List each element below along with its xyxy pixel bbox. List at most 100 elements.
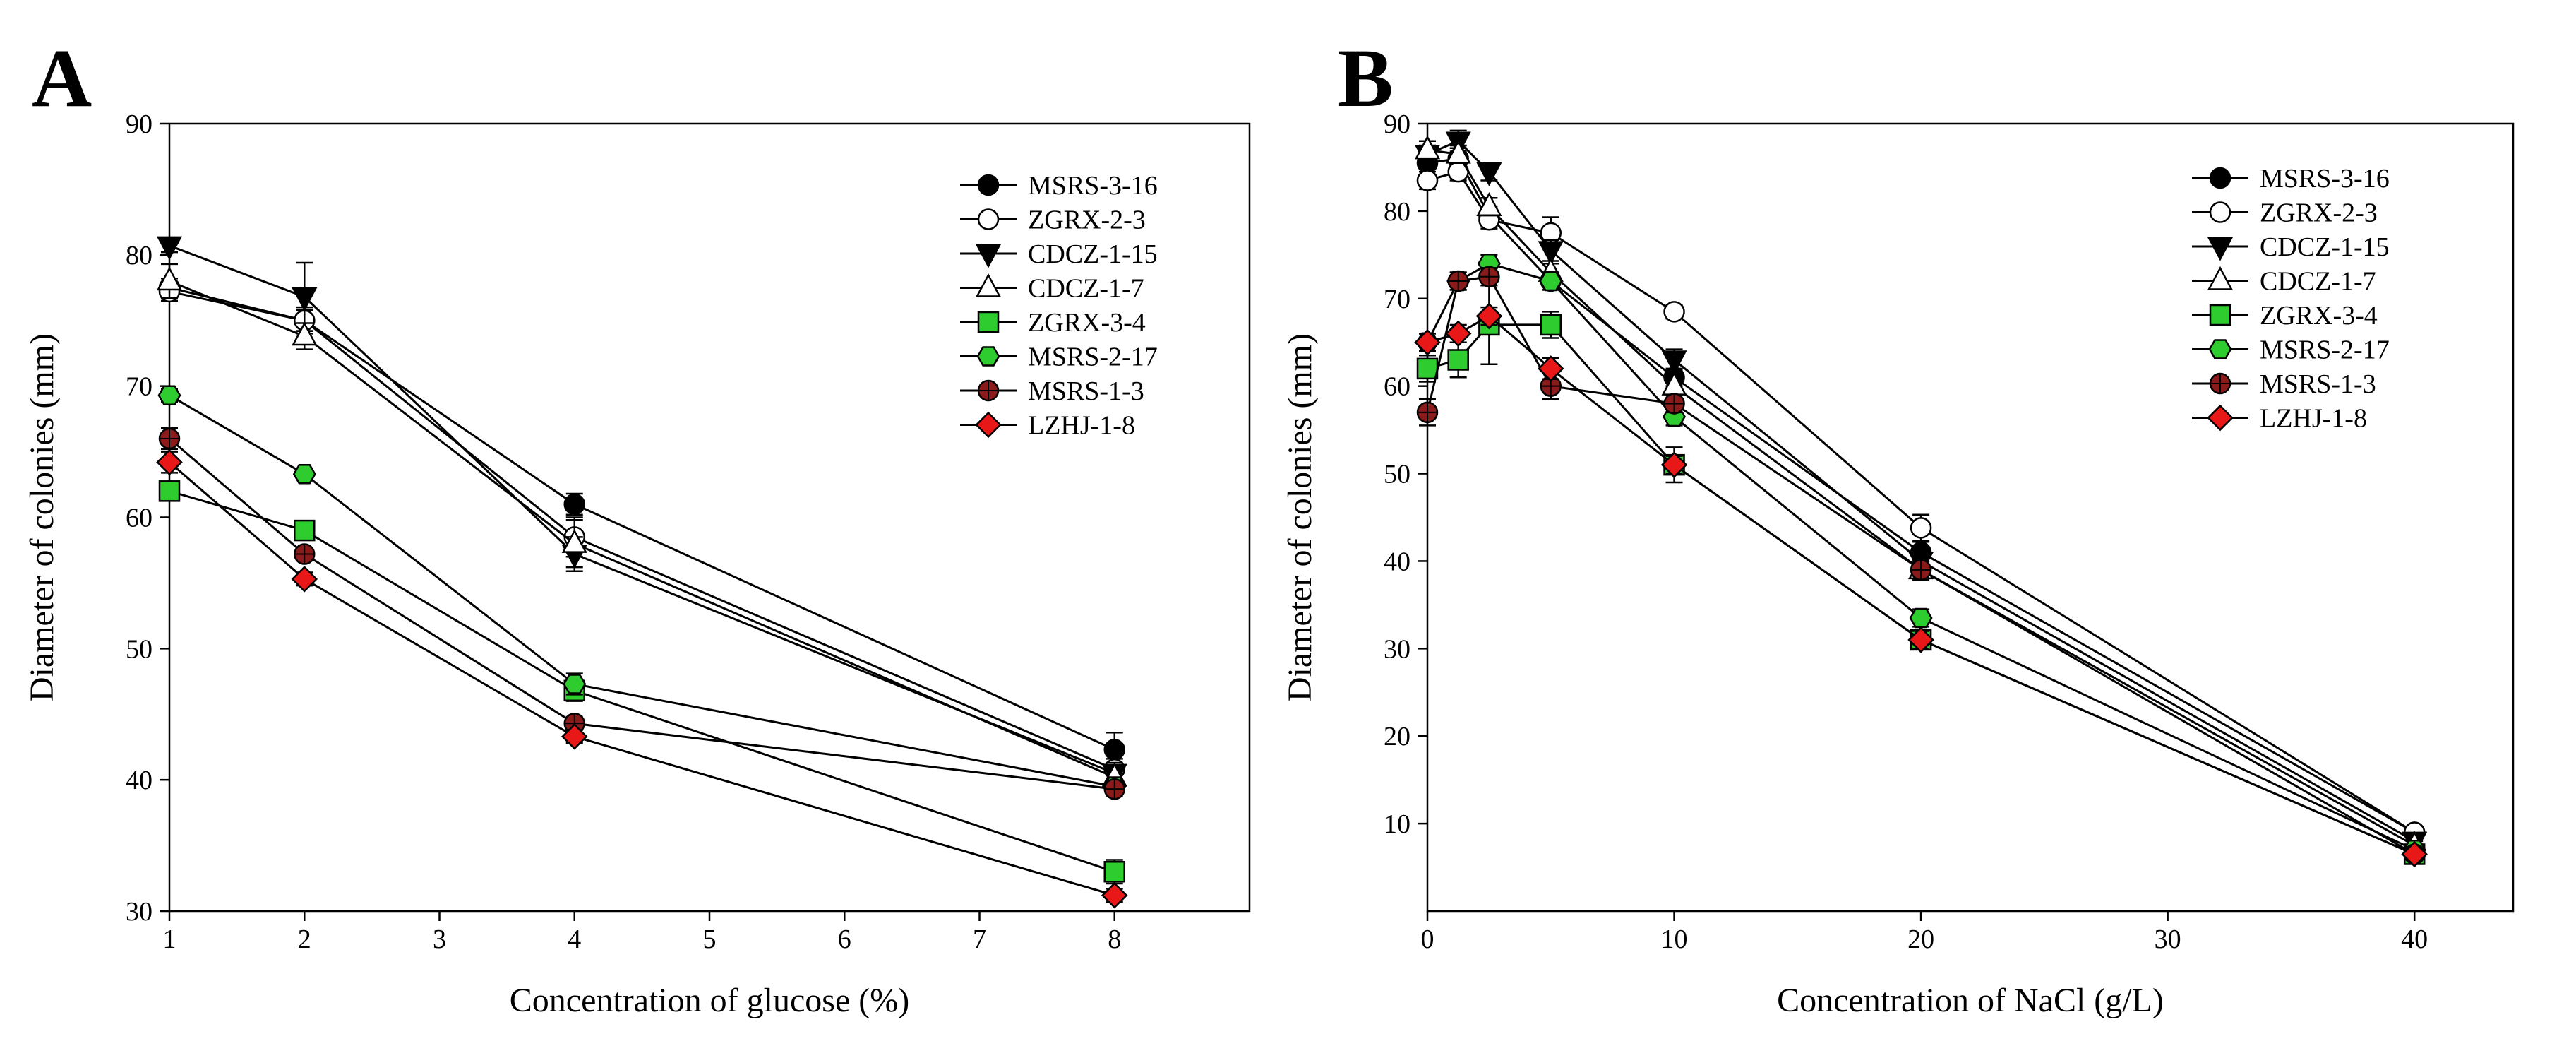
panel-a-legend-item-msrs-2-17: MSRS-2-17 [960, 343, 1158, 372]
panel-b-series-zgrx-2-3-point [1663, 301, 1685, 323]
panel-b: B 0 10 20 30 40 10 20 30 40 50 60 70 80 90 Concentrati… [1281, 32, 2515, 1019]
legend-marker [977, 311, 1000, 333]
panel-a-series-zgrx-2-3-line [169, 290, 1115, 771]
panel-a-series-cdcz-1-15-point [292, 287, 318, 311]
panel-a-x-tick-label: 4 [568, 925, 581, 954]
panel-b-series-msrs-2-17-point [1909, 607, 1933, 629]
legend-marker [2209, 372, 2231, 395]
panel-a-series-cdcz-1-15-point [156, 236, 183, 261]
panel-b-x-tick-label: 0 [1421, 925, 1434, 954]
panel-b-legend-item-msrs-1-3: MSRS-1-3 [2192, 369, 2376, 399]
panel-b-series-cdcz-1-15-point [1476, 162, 1502, 186]
panel-a-series-zgrx-3-4-line [169, 489, 1115, 873]
legend-label: LZHJ-1-8 [2260, 404, 2367, 434]
panel-a-series-cdcz-1-7-line [169, 280, 1115, 778]
panel-a-series-zgrx-3-4-point [294, 519, 316, 542]
panel-b-x-tick-label: 20 [1907, 925, 1934, 954]
panel-b-plot-frame [1426, 122, 2515, 913]
panel-a-legend-item-lzhj-1-8: LZHJ-1-8 [960, 411, 1135, 441]
panel-a-series-msrs-2-17-line [169, 394, 1115, 788]
panel-b-series-zgrx-3-4-point [1416, 357, 1439, 380]
panel-a-y-tick-label: 30 [126, 897, 152, 927]
legend-marker [2207, 404, 2234, 432]
legend-label: MSRS-3-16 [2260, 164, 2390, 194]
panel-b-series-msrs-1-3-point [1447, 270, 1469, 292]
panel-b-y-tick-label: 50 [1384, 460, 1410, 489]
panel-b-series-zgrx-3-4-point [1540, 314, 1562, 336]
panel-a-series-lzhj-1-8 [156, 448, 1128, 909]
panel-a-series-lzhj-1-8-point [156, 448, 183, 476]
panel-b-series-lzhj-1-8-point [1444, 320, 1472, 347]
panel-b-series-cdcz-1-7-point [1414, 135, 1441, 160]
panel-a-series-msrs-3-16-line [169, 286, 1115, 751]
panel-b-y-tick-label: 70 [1384, 285, 1410, 314]
legend-label: CDCZ-1-7 [1028, 274, 1144, 304]
panel-b-legend-item-zgrx-2-3: ZGRX-2-3 [2192, 198, 2378, 228]
panel-b-legend-item-zgrx-3-4: ZGRX-3-4 [2192, 301, 2378, 331]
panel-b-y-tick-label: 10 [1384, 809, 1410, 839]
panel-b-series-zgrx-2-3-point [1416, 170, 1439, 191]
panel-a-series-cdcz-1-7-point [561, 529, 587, 553]
legend-label: MSRS-2-17 [2260, 335, 2390, 365]
panel-b-series-zgrx-2-3-point [1910, 517, 1932, 539]
panel-a-legend-item-zgrx-2-3: ZGRX-2-3 [960, 206, 1146, 235]
panel-b-legend-item-msrs-2-17: MSRS-2-17 [2192, 335, 2390, 365]
panel-a-legend-item-cdcz-1-15: CDCZ-1-15 [960, 239, 1158, 269]
legend-marker [976, 346, 1000, 367]
panel-b-y-tick-label: 40 [1384, 547, 1410, 576]
legend-marker [2209, 167, 2231, 189]
legend-marker [2207, 237, 2234, 261]
panel-a-y-tick-label: 50 [126, 634, 152, 664]
legend-marker [977, 379, 1000, 402]
legend-label: MSRS-1-3 [1028, 376, 1144, 406]
panel-a-series-msrs-3-16-point [1103, 739, 1125, 761]
panel-a: A 1 2 3 4 5 6 7 8 30 40 50 60 70 80 90 Concentration of… [23, 32, 1251, 1019]
panel-a-y-tick-label: 80 [126, 241, 152, 271]
legend-label: ZGRX-2-3 [1028, 206, 1146, 235]
panel-a-series-cdcz-1-7-point [156, 266, 183, 291]
panel-a-series-msrs-1-3-point [294, 543, 316, 565]
legend-marker [2209, 201, 2231, 223]
panel-b-y-tick-label: 60 [1384, 372, 1410, 402]
panel-a-x-tick-label: 3 [433, 925, 446, 954]
panel-a-x-axis-title: Concentration of glucose (%) [510, 982, 909, 1019]
panel-b-legend-item-cdcz-1-7: CDCZ-1-7 [2192, 266, 2376, 297]
panel-a-series-lzhj-1-8-line [169, 461, 1115, 897]
panel-a-series-lzhj-1-8-point [561, 723, 588, 750]
panel-b-series-group [1414, 129, 2428, 868]
panel-b-series-lzhj-1-8 [1414, 302, 2428, 868]
panel-b-series-msrs-1-3-point [1416, 401, 1439, 424]
legend-label: MSRS-1-3 [2260, 369, 2376, 399]
panel-b-y-tick-label: 30 [1384, 634, 1410, 664]
panel-b-series-cdcz-1-7-point [1445, 139, 1471, 164]
panel-a-series-zgrx-3-4-point [158, 480, 181, 502]
panel-a-series-cdcz-1-7 [156, 263, 1127, 790]
panel-b-series-lzhj-1-8-point [1475, 302, 1503, 330]
legend-marker [975, 244, 1002, 268]
panel-b-series-zgrx-2-3 [1416, 160, 2426, 843]
panel-a-series-group [156, 236, 1128, 909]
legend-label: ZGRX-2-3 [2260, 198, 2378, 228]
panel-a-x-tick-label: 8 [1108, 925, 1121, 954]
panel-b-series-lzhj-1-8-point [2401, 840, 2428, 868]
panel-b-x-tick-label: 30 [2155, 925, 2181, 954]
legend-label: LZHJ-1-8 [1028, 411, 1135, 441]
panel-b-series-lzhj-1-8-point [1660, 451, 1688, 478]
panel-a-series-zgrx-3-4 [158, 480, 1125, 885]
panel-b-y-axis-title: Diameter of colonies (mm) [1281, 333, 1319, 701]
panel-a-series-msrs-1-3-line [169, 437, 1115, 790]
panel-a-series-lzhj-1-8-point [291, 566, 318, 593]
panel-b-legend-item-msrs-3-16: MSRS-3-16 [2192, 164, 2390, 194]
panel-a-legend: MSRS-3-16 ZGRX-2-3 CDCZ-1-15 CDCZ-1-7 ZGRX-3… [960, 171, 1158, 441]
panel-letter-b: B [1338, 32, 1394, 124]
panel-b-series-msrs-1-3-point [1478, 266, 1500, 288]
legend-marker [975, 411, 1002, 439]
panel-a-series-msrs-2-17-point [563, 674, 587, 694]
panel-letter-a: A [32, 32, 92, 124]
legend-label: ZGRX-3-4 [2260, 301, 2378, 331]
panel-b-y-tick-label: 90 [1384, 109, 1410, 139]
panel-a-x-tick-label: 7 [973, 925, 986, 954]
panel-a-series-msrs-2-17-point [292, 463, 316, 485]
panel-b-series-cdcz-1-15-point [1661, 350, 1687, 375]
